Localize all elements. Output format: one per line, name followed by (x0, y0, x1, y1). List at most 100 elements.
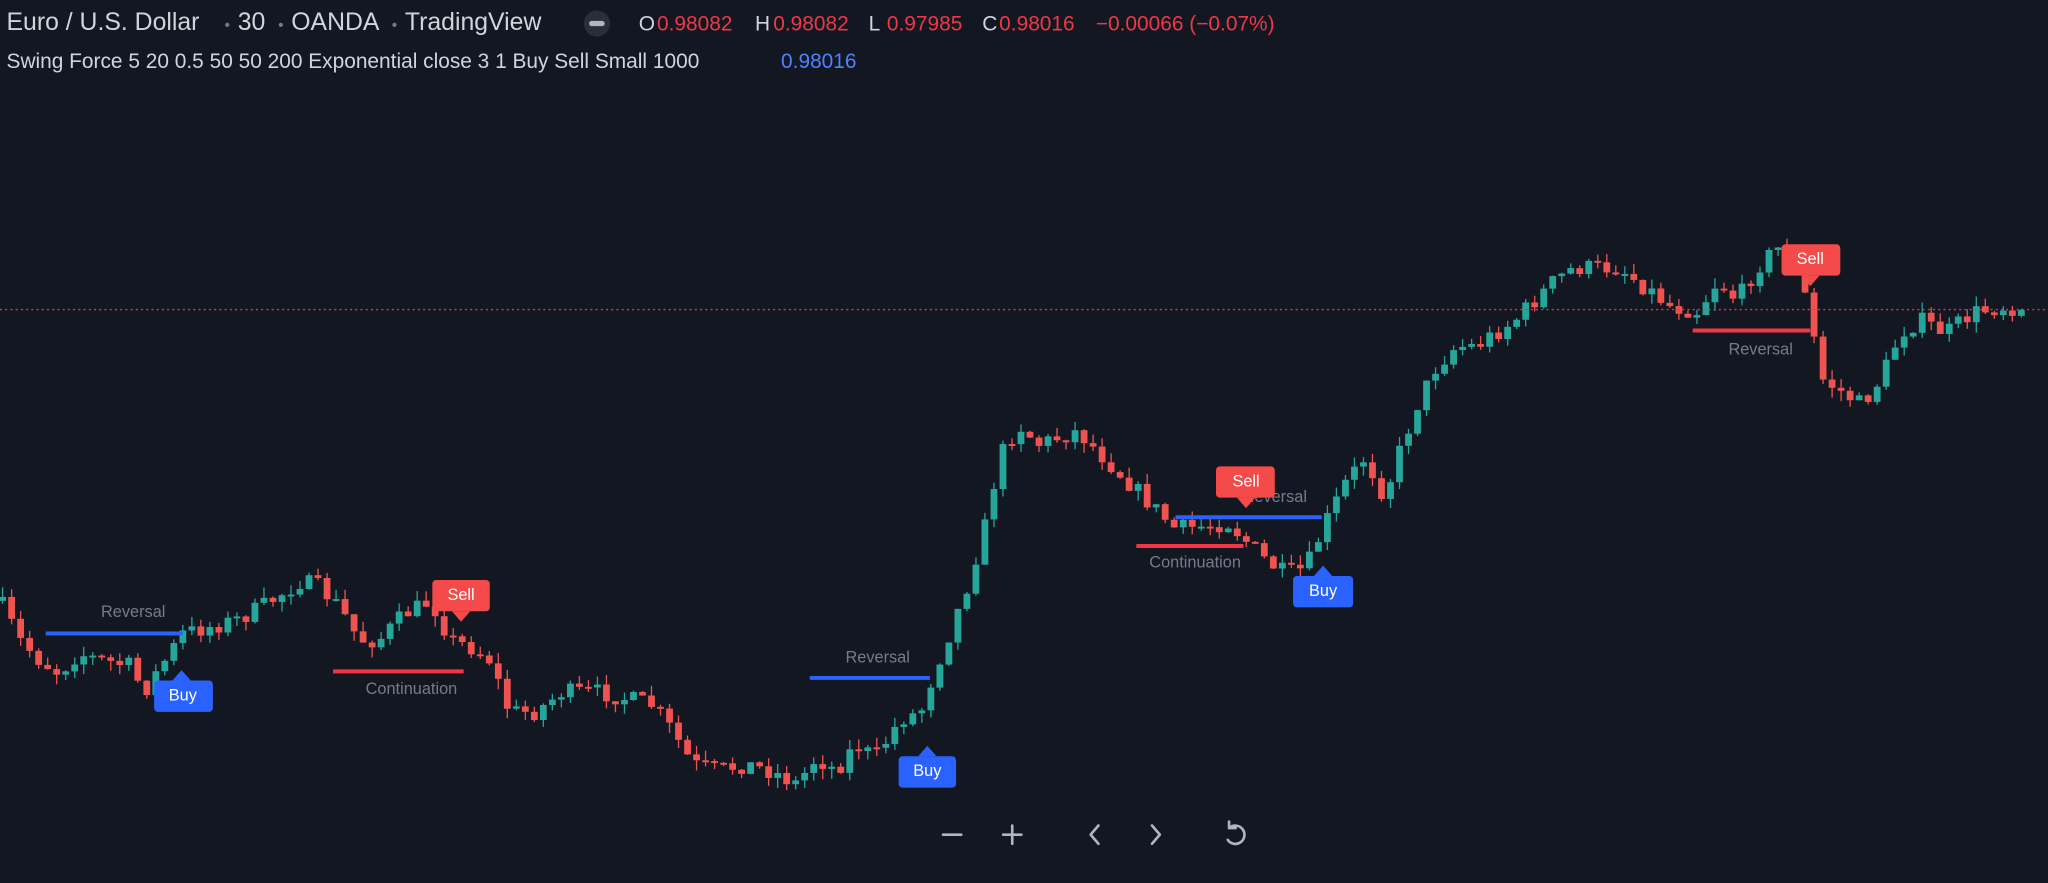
candle-body (1035, 437, 1043, 446)
candle-body (1260, 543, 1268, 557)
candle-body (819, 764, 827, 769)
candle-body (963, 593, 971, 609)
candle-body (981, 519, 989, 565)
signal-pointer (1313, 565, 1333, 577)
candle-body (1224, 528, 1232, 533)
candle-body (1134, 483, 1142, 491)
candle-body (116, 660, 124, 666)
buy-signal: Buy (154, 670, 213, 712)
sell-signal: Sell (1781, 244, 1841, 287)
candle-body (720, 762, 727, 765)
candle-body (657, 706, 664, 709)
candle-body (314, 575, 322, 579)
candle-body (1125, 477, 1133, 491)
candle-body (756, 762, 764, 767)
candle-body (1378, 478, 1385, 499)
candle-body (377, 638, 385, 648)
candle-body (1540, 288, 1548, 308)
scroll-left-button[interactable] (1089, 824, 1100, 846)
candle-body (1161, 504, 1169, 520)
candle-body (1711, 288, 1719, 303)
candle-body (467, 642, 475, 655)
candle-body (449, 635, 457, 638)
candle-body (494, 663, 502, 679)
candle-body (17, 618, 25, 638)
candle-body (1702, 302, 1710, 316)
candle-body (233, 616, 241, 619)
candle-body (1513, 319, 1521, 327)
candle-body (1945, 323, 1953, 334)
ohlc-value: 0.98082 (773, 12, 848, 35)
change: −0.00066 (−0.07%) (1096, 12, 1275, 35)
candle-body (386, 623, 394, 639)
candle-body (729, 763, 736, 770)
candle-body (990, 488, 998, 520)
candle-body (792, 780, 800, 785)
signal-pointer (1801, 275, 1820, 287)
candle-body (1855, 395, 1863, 401)
candle-body (179, 630, 187, 644)
candle-body (44, 664, 52, 670)
candle-body (1504, 326, 1512, 340)
candle-body (1891, 347, 1899, 360)
zoom-in-button[interactable] (1001, 824, 1023, 846)
sell-signal: Sell (1216, 466, 1275, 509)
candle-body (1107, 462, 1115, 473)
candle-body (1296, 564, 1304, 569)
candle-body (1333, 496, 1340, 514)
buy-signal: Buy (1293, 565, 1354, 608)
candle-body (1810, 292, 1818, 337)
candle-body (1900, 336, 1908, 348)
candle-body (197, 626, 205, 636)
indicator-value: 0.98016 (781, 50, 856, 73)
candle-body (1152, 504, 1160, 508)
candle-body (1233, 528, 1241, 537)
candle-body (1747, 283, 1755, 287)
candle-body (1882, 359, 1890, 387)
candle-body (612, 701, 619, 705)
candle-body (269, 597, 277, 602)
candle-body (8, 596, 16, 619)
candle-body (1612, 272, 1620, 275)
candle-body (1315, 542, 1322, 552)
candle-body (539, 705, 547, 721)
candle-body (305, 575, 313, 589)
candle-body (1693, 315, 1701, 318)
candle-body (1531, 302, 1539, 308)
candle-body (1558, 273, 1566, 277)
signal-pointer (918, 745, 937, 757)
candle-body (1963, 316, 1971, 323)
candle-body (1972, 306, 1980, 323)
candle-body (1432, 373, 1439, 381)
candle-body (395, 611, 403, 624)
candle-body (900, 724, 908, 727)
candle-body (1441, 364, 1448, 374)
candle-body (1324, 513, 1331, 543)
candle-body (711, 761, 718, 764)
candle-body (530, 711, 538, 721)
separator (392, 22, 397, 27)
ohlc-value: 0.97985 (887, 12, 962, 35)
candle-body (1846, 390, 1854, 401)
candle-body (603, 684, 610, 702)
candle-body (296, 588, 304, 595)
indicator-name: Swing Force 5 20 0.5 50 50 200 Exponenti… (7, 50, 700, 73)
reset-button[interactable] (1226, 820, 1246, 846)
annotation: Continuation (1149, 553, 1241, 571)
candle-body (846, 749, 854, 773)
candle-body (972, 564, 980, 594)
collapse-button[interactable] (583, 10, 610, 37)
candle-body (1197, 526, 1205, 529)
source: TradingView (405, 9, 542, 36)
signal-bg (1781, 244, 1841, 276)
candle-body (35, 650, 43, 665)
candle-body (98, 655, 106, 658)
candle-body (927, 687, 935, 711)
candle-body (576, 683, 583, 687)
candle-body (521, 706, 529, 712)
candle-body (206, 627, 214, 636)
candle-body (1026, 431, 1034, 438)
candle-body (1657, 288, 1665, 303)
ohlc-key: O (639, 12, 655, 35)
scroll-right-button[interactable] (1150, 824, 1162, 846)
